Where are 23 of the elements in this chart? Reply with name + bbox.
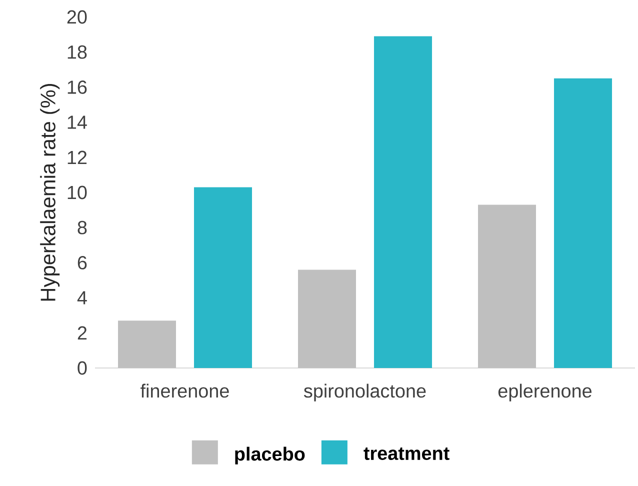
y-tick-label: 8 [78, 220, 87, 234]
y-tick-label: 6 [78, 256, 87, 270]
legend-label: treatment [364, 447, 450, 460]
y-tick-label: 0 [78, 361, 87, 375]
y-tick-label: 10 [68, 186, 87, 200]
legend-label: placebo [235, 446, 305, 464]
x-tick-label: eplerenone [498, 384, 592, 402]
bar [298, 270, 356, 368]
bar [374, 36, 432, 368]
y-tick-label: 20 [67, 10, 87, 24]
bar [194, 187, 252, 368]
y-tick-label: 4 [77, 291, 87, 304]
bar [554, 78, 612, 368]
x-tick-label: finerenone [140, 384, 229, 398]
x-tick-label: spironolactone [304, 384, 426, 402]
y-axis-title: Hyperkalaemia rate (%) [40, 84, 60, 301]
y-tick-label: 18 [68, 45, 87, 59]
y-tick-label: 14 [68, 116, 87, 129]
bar [118, 320, 176, 368]
y-tick-label: 16 [68, 80, 87, 94]
y-tick-label: 12 [68, 150, 87, 164]
y-tick-label: 2 [78, 326, 87, 340]
bar [478, 204, 536, 368]
